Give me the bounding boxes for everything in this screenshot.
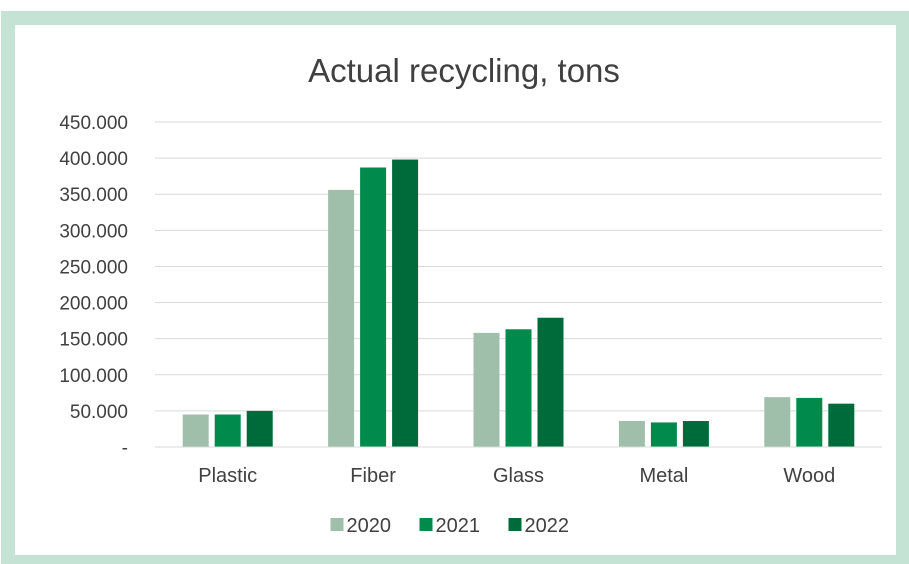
legend-item: 2022 bbox=[508, 515, 570, 537]
x-tick-label: Wood bbox=[783, 465, 835, 487]
bar-2020-wood bbox=[764, 397, 791, 447]
bar-2020-plastic bbox=[182, 414, 209, 447]
bar-2021-glass bbox=[505, 329, 532, 447]
y-tick-label: 250.000 bbox=[59, 257, 128, 278]
bar-2022-plastic bbox=[246, 410, 273, 447]
legend-swatch bbox=[508, 518, 522, 531]
bar-2022-glass bbox=[537, 317, 564, 447]
bar-2021-fiber bbox=[360, 167, 387, 447]
legend-label: 2021 bbox=[436, 515, 481, 537]
bar-2020-fiber bbox=[328, 189, 355, 447]
y-tick-label: - bbox=[122, 438, 128, 459]
bar-2021-plastic bbox=[214, 414, 241, 447]
x-tick-label: Fiber bbox=[350, 465, 396, 487]
bars bbox=[182, 159, 855, 448]
y-tick-label: 150.000 bbox=[59, 330, 128, 351]
chart-title: Actual recycling, tons bbox=[308, 52, 620, 89]
legend-label: 2020 bbox=[347, 515, 392, 537]
x-axis: Plastic Fiber Glass Metal Wood bbox=[155, 446, 882, 487]
legend-label: 2022 bbox=[525, 515, 570, 537]
y-axis: - 50.000 100.000 150.000 200.000 250.000 300.0… bbox=[59, 113, 128, 459]
legend-swatch bbox=[419, 518, 433, 531]
y-tick-label: 50.000 bbox=[70, 402, 128, 423]
bar-2022-metal bbox=[682, 421, 709, 447]
y-tick-label: 400.000 bbox=[59, 149, 128, 170]
bar-2020-glass bbox=[473, 332, 500, 447]
y-tick-label: 350.000 bbox=[59, 185, 128, 206]
y-tick-label: 100.000 bbox=[59, 366, 128, 387]
x-tick-label: Plastic bbox=[198, 465, 257, 487]
legend-item: 2020 bbox=[330, 515, 392, 537]
legend-item: 2021 bbox=[419, 515, 481, 537]
legend: 2020 2021 2022 bbox=[330, 515, 570, 537]
y-tick-label: 200.000 bbox=[59, 294, 128, 315]
bar-2022-fiber bbox=[392, 159, 419, 448]
chart-border bbox=[1, 11, 909, 564]
x-tick-label: Metal bbox=[639, 465, 688, 487]
x-tick-label: Glass bbox=[493, 465, 544, 487]
y-tick-label: 450.000 bbox=[59, 113, 128, 134]
bar-2021-metal bbox=[650, 422, 677, 447]
bar-2021-wood bbox=[796, 397, 823, 447]
bar-2022-wood bbox=[828, 403, 855, 447]
y-tick-label: 300.000 bbox=[59, 221, 128, 242]
legend-swatch bbox=[330, 518, 344, 531]
gridlines bbox=[155, 121, 882, 412]
bar-2020-metal bbox=[618, 421, 645, 447]
